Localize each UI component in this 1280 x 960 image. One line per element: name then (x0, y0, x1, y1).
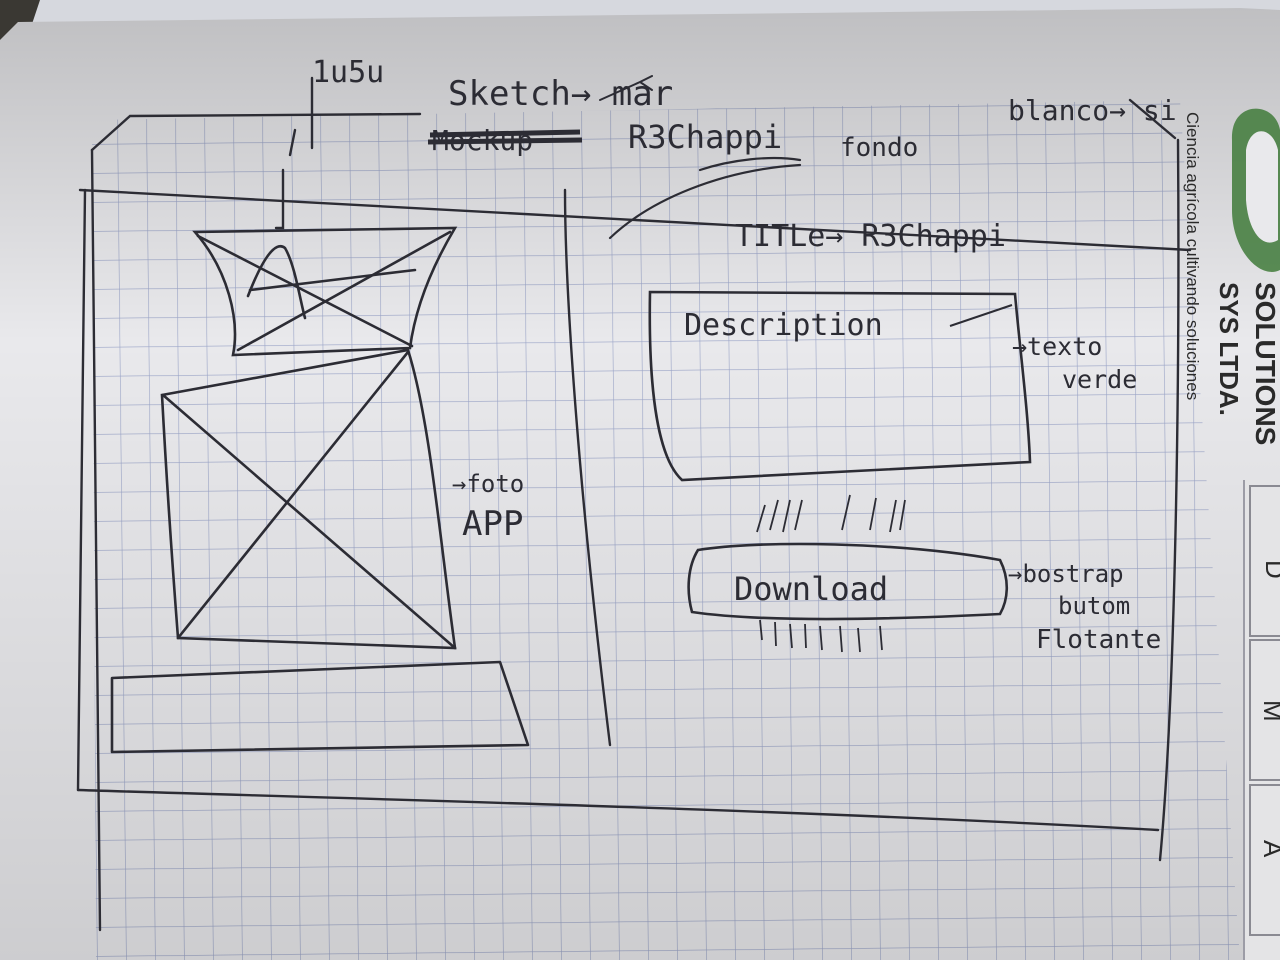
note-description: Description (684, 308, 883, 343)
note-foto-1: →foto (452, 470, 524, 498)
note-foto-2: APP (462, 504, 523, 544)
description-box (648, 290, 1032, 482)
note-download: Download (734, 570, 888, 608)
note-fondo: fondo (840, 133, 918, 163)
download-button-sketch (687, 542, 1009, 621)
stamp-line1: SOLUTIONS (1250, 282, 1280, 445)
note-boton-3: Flotante (1036, 625, 1161, 655)
tab-a: A (1258, 840, 1280, 858)
tab-d: D (1260, 560, 1280, 579)
note-sketch-arrow: Sketch→ mar (448, 74, 673, 114)
app-photo-placeholder (160, 348, 457, 650)
company-stamp: SOLUTIONS SYS LTDA. Ciencia agrícola cul… (1183, 108, 1280, 445)
stamp-tagline: Ciencia agrícola cultivando soluciones (1183, 112, 1202, 400)
note-boton-1: →bostrap (1008, 560, 1124, 588)
tab-m: M (1258, 700, 1280, 722)
note-boton-2: butom (1058, 592, 1130, 620)
note-crossed-out: Mockup (427, 124, 583, 157)
note-title: TITLe→ R3Chappi (735, 219, 1006, 254)
note-app-name: R3Chappi (628, 118, 782, 156)
page-outline (76, 76, 1192, 932)
leaf-logo-icon (1231, 108, 1280, 272)
logo-placeholder (192, 226, 458, 357)
note-top-left: 1u5u (312, 55, 384, 90)
stamp-line2: SYS LTDA. (1214, 282, 1244, 416)
note-texto-1: →texto (1012, 332, 1102, 361)
footer-bar (110, 660, 530, 754)
note-texto-2: verde (1062, 365, 1137, 394)
note-blanco: blanco→ si (1008, 94, 1177, 127)
tab-strip: D M A (1243, 480, 1280, 960)
float-marks (756, 494, 906, 653)
